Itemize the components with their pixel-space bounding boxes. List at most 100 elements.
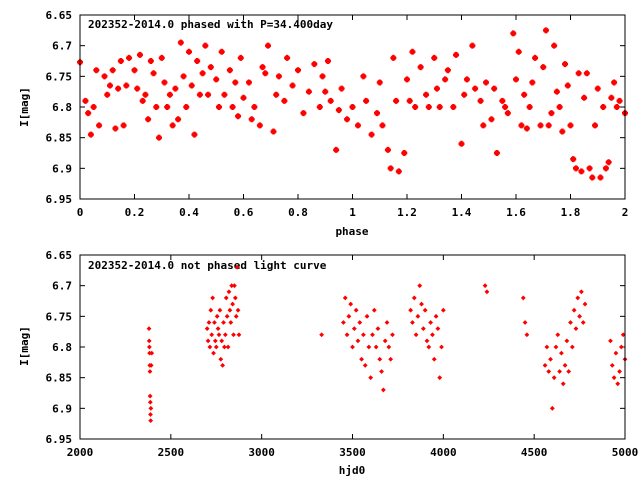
phased-data-point: [360, 73, 367, 80]
phased-data-point: [559, 128, 566, 135]
phased-data-point: [545, 122, 552, 129]
phased-data-point: [131, 67, 138, 74]
phased-data-point: [412, 104, 419, 110]
unphased-data-point: [341, 320, 346, 325]
unphased-data-point: [580, 320, 586, 325]
unphased-data-point: [373, 344, 379, 350]
unphased-data-point: [207, 344, 213, 350]
phased-data-point: [384, 146, 391, 153]
unphased-data-point: [342, 295, 348, 301]
phased-data-point: [453, 51, 460, 58]
unphased-data-point: [233, 313, 239, 319]
phased-data-point: [82, 97, 89, 104]
unphased-data-point: [524, 332, 530, 338]
phased-data-point: [196, 91, 203, 98]
phased-data-point: [85, 110, 92, 117]
phased-data-point: [417, 64, 424, 71]
phased-data-point: [393, 97, 400, 104]
phased-data-point: [578, 168, 585, 175]
phased-data-point: [404, 76, 410, 83]
phased-data-point: [532, 54, 539, 61]
unphased-data-point: [210, 295, 216, 301]
unphased-data-point: [146, 344, 152, 350]
unphased-data-point: [375, 326, 381, 331]
unphased-x-tick-label: 3000: [248, 446, 275, 459]
unphased-data-point: [415, 313, 421, 319]
phased-data-point: [335, 107, 342, 114]
phased-data-point: [597, 174, 604, 181]
phased-data-point: [327, 97, 334, 104]
phased-data-point: [262, 70, 269, 77]
unphased-data-point: [551, 375, 557, 381]
phased-data-point: [390, 54, 397, 61]
phased-data-point: [90, 104, 97, 110]
phased-data-point: [153, 104, 160, 110]
unphased-data-point: [617, 369, 622, 374]
unphased-data-point: [146, 326, 152, 331]
phased-data-points: [77, 27, 628, 181]
unphased-data-point: [555, 332, 561, 338]
phased-data-point: [553, 88, 560, 95]
unphased-y-tick-label: 6.65: [46, 249, 73, 262]
phased-data-point: [469, 42, 476, 49]
phased-data-point: [572, 165, 579, 172]
phased-data-point: [112, 125, 119, 132]
phased-data-point: [235, 113, 242, 120]
phased-data-point: [305, 88, 312, 95]
phased-data-point: [226, 67, 233, 74]
phased-data-point: [120, 122, 127, 129]
phased-data-point: [180, 73, 187, 80]
phased-x-tick-label: 0.4: [179, 206, 199, 219]
unphased-data-point: [439, 344, 444, 350]
phased-x-tick-label: 1.4: [452, 206, 472, 219]
phased-data-point: [562, 61, 569, 68]
phased-data-point: [502, 104, 509, 110]
unphased-y-axis-title: I[mag]: [18, 326, 31, 366]
phased-data-point: [379, 122, 386, 129]
phased-data-point: [483, 79, 490, 86]
unphased-data-point: [422, 307, 428, 313]
unphased-x-tick-label: 5000: [612, 446, 639, 459]
phased-x-tick-label: 1.6: [506, 206, 526, 219]
unphased-data-point: [236, 332, 242, 338]
unphased-data-point: [361, 332, 366, 338]
phased-light-curve-panel: 202352-2014.0 phased with P=34.400day ph…: [18, 9, 628, 238]
phased-y-tick-label: 6.8: [52, 101, 72, 114]
unphased-data-point: [147, 393, 153, 399]
unphased-data-point: [573, 326, 579, 331]
unphased-data-point: [319, 332, 325, 338]
unphased-axis-ticks: 2000 2500 3000 3500 4000 4500 5000 6.65 6.7 6.75 6…: [46, 249, 639, 459]
unphased-data-point: [553, 344, 559, 350]
unphased-data-point: [368, 375, 374, 381]
phased-data-point: [425, 104, 432, 110]
unphased-data-point: [235, 307, 241, 313]
phased-data-point: [526, 104, 533, 110]
unphased-data-point: [390, 332, 395, 338]
unphased-data-point: [435, 326, 441, 331]
unphased-data-point: [228, 320, 234, 325]
phased-y-axis-title: I[mag]: [18, 87, 31, 127]
phased-data-point: [600, 104, 607, 110]
phased-data-point: [450, 104, 457, 110]
unphased-data-point: [232, 295, 238, 301]
phased-data-point: [586, 165, 593, 172]
unphased-x-axis-title: hjd0: [339, 464, 366, 477]
phased-data-point: [115, 85, 122, 92]
unphased-y-tick-label: 6.95: [46, 433, 73, 446]
phased-data-point: [265, 42, 272, 49]
phased-data-point: [316, 104, 323, 110]
unphased-data-point: [355, 338, 361, 344]
phased-data-point: [570, 156, 577, 163]
unphased-data-point: [568, 320, 573, 325]
unphased-x-tick-label: 2000: [67, 446, 94, 459]
unphased-data-point: [359, 356, 364, 362]
phased-data-point: [594, 85, 601, 92]
phased-data-point: [158, 54, 165, 61]
phased-data-point: [134, 85, 141, 92]
unphased-data-point: [566, 369, 572, 374]
unphased-plot-frame: [79, 254, 626, 440]
phased-data-point: [472, 85, 479, 92]
phased-data-point: [556, 104, 563, 110]
unphased-data-point: [569, 344, 575, 350]
phased-y-tick-label: 6.9: [52, 162, 72, 175]
